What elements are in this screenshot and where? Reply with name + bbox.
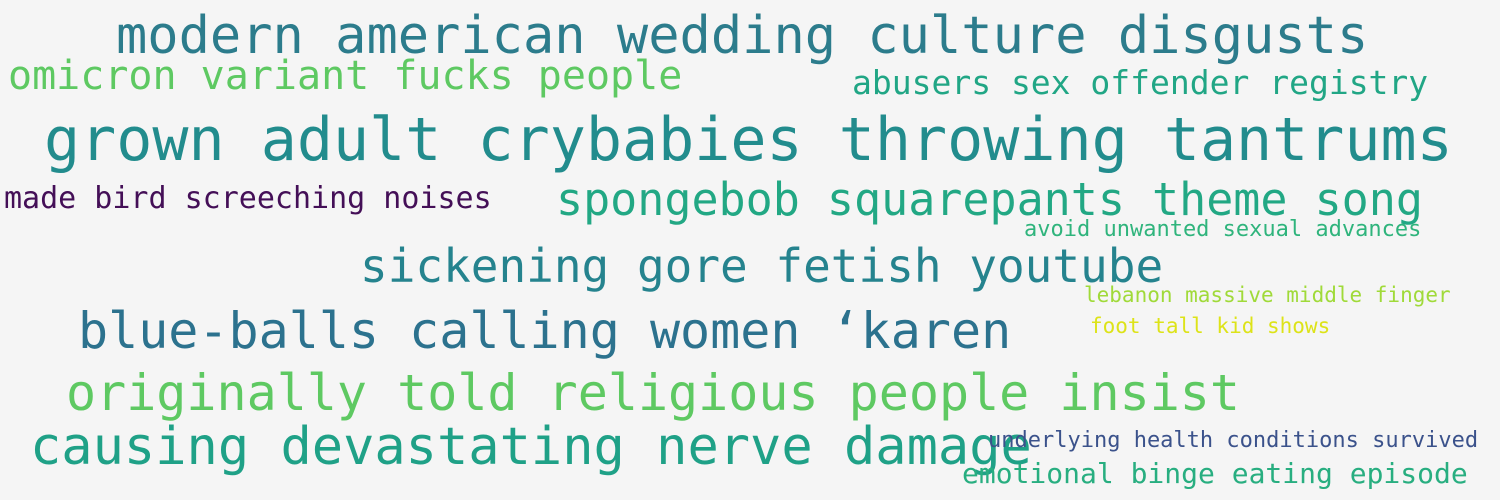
cloud-word: made bird screeching noises [4, 181, 492, 216]
cloud-word: causing devastating nerve damage [30, 417, 1032, 477]
cloud-word: sickening gore fetish youtube [360, 239, 1164, 293]
cloud-word: grown adult crybabies throwing tantrums [44, 105, 1453, 175]
cloud-word: blue-balls calling women ‘karen [78, 302, 1012, 360]
cloud-word: originally told religious people insist [66, 364, 1240, 422]
cloud-word: lebanon massive middle finger [1084, 283, 1451, 307]
cloud-word: omicron variant fucks people [8, 53, 683, 99]
cloud-word: emotional binge eating episode [962, 457, 1468, 490]
cloud-word: foot tall kid shows [1090, 314, 1331, 338]
cloud-word: abusers sex offender registry [852, 63, 1429, 102]
cloud-word: avoid unwanted sexual advances [1024, 217, 1422, 242]
cloud-word: underlying health conditions survived [988, 428, 1479, 453]
cloud-word: spongebob squarepants theme song [556, 173, 1423, 226]
cloud-word: modern american wedding culture disgusts [116, 6, 1369, 66]
